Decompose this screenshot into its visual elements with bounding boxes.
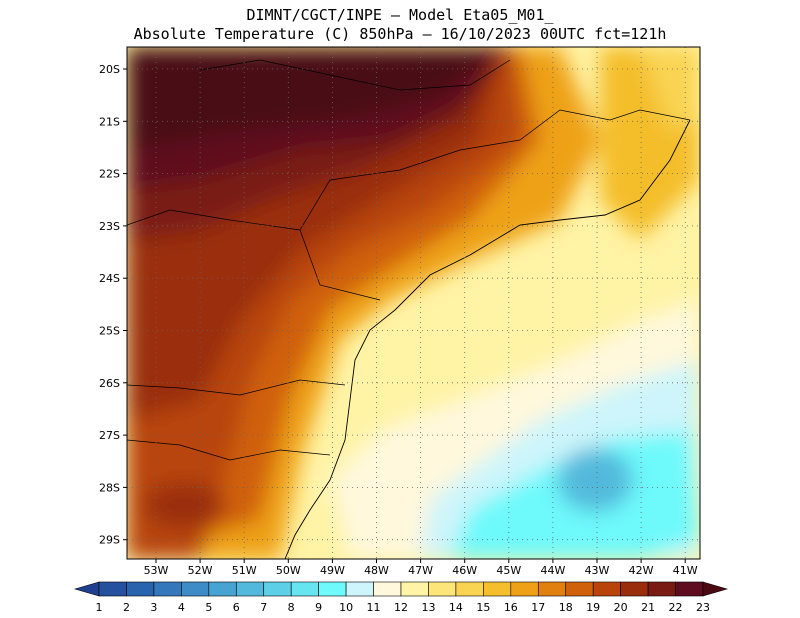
colorbar-label: 20 — [614, 601, 628, 614]
colorbar-label: 10 — [339, 601, 353, 614]
field-zone-7 — [557, 448, 633, 512]
colorbar-swatch — [510, 581, 539, 597]
lon-label: 44W — [540, 564, 565, 577]
colorbar-swatch — [181, 581, 210, 597]
colorbar-label: 2 — [123, 601, 130, 614]
colorbar-swatch — [675, 581, 704, 597]
lon-label: 43W — [585, 564, 610, 577]
colorbar-swatch — [345, 581, 374, 597]
colorbar-swatch — [400, 581, 429, 597]
state-border-mg — [519, 109, 691, 141]
map-title-line2: Absolute Temperature (C) 850hPa – 16/10/… — [133, 25, 667, 43]
colorbar-label: 22 — [669, 601, 683, 614]
colorbar-label: 13 — [421, 601, 435, 614]
lon-label: 50W — [276, 564, 301, 577]
colorbar-swatch — [235, 581, 265, 597]
colorbar-label: 11 — [367, 601, 381, 614]
lon-label: 41W — [673, 564, 698, 577]
colorbar-min-arrow — [73, 581, 100, 597]
state-border-pr — [127, 209, 381, 301]
colorbar-label: 7 — [260, 601, 267, 614]
colorbar-label: 4 — [178, 601, 185, 614]
colorbar: 1 2 3 4 5 6 7 8 9 10 11 12 13 14 15 16 17 18 19 20 21 22 23 — [73, 581, 729, 614]
coastline — [284, 119, 691, 559]
lon-label: 42W — [629, 564, 654, 577]
lat-label: 26S — [99, 377, 120, 390]
longitude-labels: 53W 52W 51W 50W 49W 48W 47W 46W 45W 44W 43W 42W 41W — [144, 559, 698, 577]
colorbar-swatch — [290, 581, 319, 597]
lon-label: 47W — [408, 564, 433, 577]
lat-label: 29S — [99, 534, 120, 547]
colorbar-swatch — [592, 581, 621, 597]
lon-label: 53W — [144, 564, 169, 577]
lat-label: 27S — [99, 429, 120, 442]
lat-label: 28S — [99, 481, 120, 494]
state-border-north — [199, 59, 511, 91]
field-zone-23 — [127, 47, 500, 150]
colorbar-swatch — [263, 581, 292, 597]
colorbar-label: 17 — [531, 601, 545, 614]
colorbar-swatch — [483, 581, 512, 597]
temperature-field — [127, 47, 700, 559]
colorbar-label: 12 — [394, 601, 408, 614]
colorbar-swatch — [318, 581, 347, 597]
colorbar-swatch — [98, 581, 127, 597]
colorbar-swatch — [620, 581, 649, 597]
lon-label: 45W — [496, 564, 521, 577]
colorbar-label: 15 — [476, 601, 490, 614]
plot-frame — [126, 46, 701, 560]
lat-label: 24S — [99, 272, 120, 285]
lat-label: 21S — [99, 115, 120, 128]
lon-label: 49W — [320, 564, 345, 577]
colorbar-label: 3 — [150, 601, 157, 614]
map-title-line1: DIMNT/CGCT/INPE – Model Eta05_M01_ — [246, 6, 554, 24]
lat-label: 22S — [99, 168, 120, 181]
colorbar-swatch — [455, 581, 484, 597]
colorbar-label: 6 — [233, 601, 240, 614]
colorbar-label: 19 — [586, 601, 600, 614]
colorbar-label: 14 — [449, 601, 463, 614]
lon-label: 46W — [452, 564, 477, 577]
colorbar-swatch — [126, 581, 155, 597]
colorbar-label: 5 — [205, 601, 212, 614]
lat-label: 23S — [99, 220, 120, 233]
lat-label: 25S — [99, 325, 120, 338]
lat-label: 20S — [99, 63, 120, 76]
lon-label: 48W — [364, 564, 389, 577]
colorbar-label: 1 — [96, 601, 103, 614]
colorbar-max-arrow — [702, 581, 729, 597]
colorbar-swatch — [153, 581, 182, 597]
latitude-labels: 20S 21S 22S 23S 24S 25S 26S 27S 28S 29S — [99, 63, 127, 547]
lon-label: 51W — [232, 564, 257, 577]
colorbar-label: 16 — [504, 601, 518, 614]
state-border-rs — [127, 439, 331, 461]
colorbar-swatch — [208, 581, 237, 597]
colorbar-label: 21 — [641, 601, 655, 614]
colorbar-swatch — [647, 581, 676, 597]
lon-label: 52W — [188, 564, 213, 577]
colorbar-label: 8 — [288, 601, 295, 614]
colorbar-label: 9 — [315, 601, 322, 614]
colorbar-swatch — [565, 581, 594, 597]
colorbar-swatch — [428, 581, 457, 597]
state-border-sp — [299, 139, 521, 231]
colorbar-swatch — [537, 581, 567, 597]
colorbar-swatch — [373, 581, 402, 597]
state-border-sc — [127, 379, 346, 396]
colorbar-label: 23 — [696, 601, 710, 614]
field-zone-20b — [145, 483, 225, 527]
graticule — [127, 47, 700, 559]
colorbar-label: 18 — [559, 601, 573, 614]
